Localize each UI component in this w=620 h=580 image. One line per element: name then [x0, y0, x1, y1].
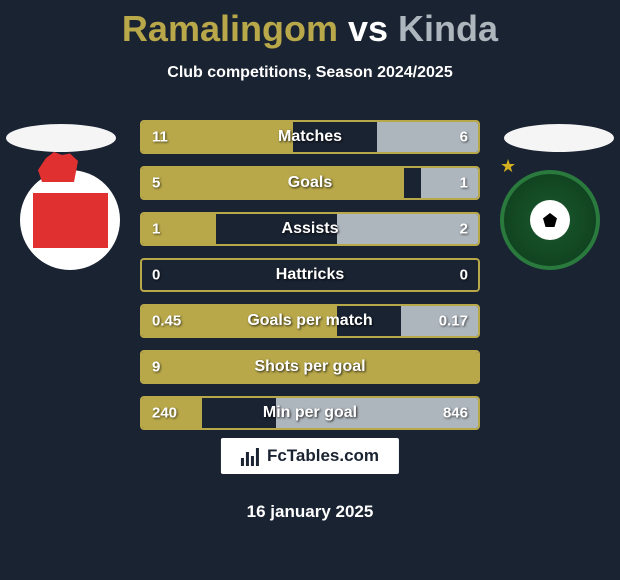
bar-value-left: 11 [152, 129, 168, 146]
crest-circle-right [500, 170, 600, 270]
bar-label: Hattricks [276, 266, 344, 284]
team-crest-right: ★ [500, 170, 600, 270]
goat-icon [38, 152, 78, 182]
bar-fill-right [421, 168, 478, 198]
brand-badge: FcTables.com [221, 438, 399, 474]
bar-value-right: 846 [443, 405, 468, 422]
bar-value-left: 9 [152, 359, 160, 376]
bar-value-right: 0.17 [439, 313, 468, 330]
stat-bar-row: 240 846 Min per goal [140, 396, 480, 430]
bar-label: Min per goal [263, 404, 357, 422]
ball-icon [530, 200, 570, 240]
vs-label: vs [348, 8, 388, 49]
bar-label: Matches [278, 128, 342, 146]
shadow-right [504, 124, 614, 152]
bar-value-left: 240 [152, 405, 177, 422]
stat-bar-row: 11 6 Matches [140, 120, 480, 154]
shadow-left [6, 124, 116, 152]
star-icon: ★ [500, 156, 516, 177]
bar-label: Goals [288, 174, 332, 192]
bar-value-right: 2 [460, 221, 468, 238]
bar-value-left: 5 [152, 175, 160, 192]
bar-label: Goals per match [247, 312, 372, 330]
bar-value-right: 6 [460, 129, 468, 146]
player1-name: Ramalingom [122, 8, 338, 49]
date-label: 16 january 2025 [0, 502, 620, 522]
stat-bars: 11 6 Matches 5 1 Goals 1 2 Assists 0 0 Hattricks 0.4… [140, 120, 480, 442]
player2-name: Kinda [398, 8, 498, 49]
bar-value-left: 0 [152, 267, 160, 284]
bar-fill-left [142, 168, 404, 198]
subtitle: Club competitions, Season 2024/2025 [0, 64, 620, 82]
stat-bar-row: 9 Shots per goal [140, 350, 480, 384]
bar-value-right: 0 [460, 267, 468, 284]
team-crest-left [20, 170, 120, 270]
bar-value-left: 0.45 [152, 313, 181, 330]
stat-bar-row: 5 1 Goals [140, 166, 480, 200]
bar-label: Assists [282, 220, 339, 238]
crest-banner-left [33, 193, 108, 248]
crest-circle-left [20, 170, 120, 270]
stat-bar-row: 0 0 Hattricks [140, 258, 480, 292]
comparison-title: Ramalingom vs Kinda [0, 0, 620, 50]
stat-bar-row: 1 2 Assists [140, 212, 480, 246]
bar-label: Shots per goal [254, 358, 365, 376]
brand-chart-icon [241, 446, 261, 466]
brand-text: FcTables.com [267, 446, 379, 466]
bar-fill-right [337, 214, 478, 244]
bar-value-left: 1 [152, 221, 160, 238]
stat-bar-row: 0.45 0.17 Goals per match [140, 304, 480, 338]
bar-value-right: 1 [460, 175, 468, 192]
